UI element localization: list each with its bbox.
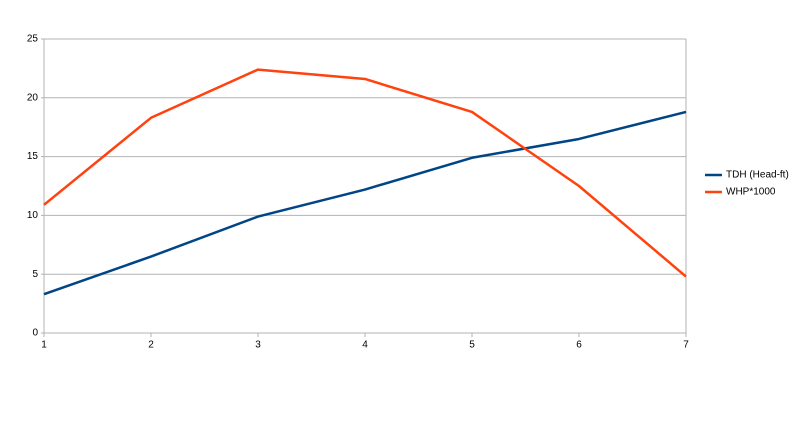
x-tick-label: 3 <box>255 340 261 351</box>
y-tick-label: 25 <box>27 34 39 45</box>
y-tick-label: 20 <box>27 92 39 103</box>
x-tick-label: 2 <box>148 340 154 351</box>
y-tick-label: 5 <box>32 269 38 280</box>
legend-label: TDH (Head-ft) <box>726 170 789 181</box>
x-tick-label: 5 <box>469 340 475 351</box>
x-tick-label: 1 <box>41 340 47 351</box>
y-tick-label: 15 <box>27 151 39 162</box>
legend-label: WHP*1000 <box>726 187 776 198</box>
x-tick-label: 7 <box>683 340 689 351</box>
series-line <box>43 110 687 296</box>
x-tick-label: 4 <box>362 340 368 351</box>
y-tick-label: 0 <box>32 328 38 339</box>
x-tick-label: 6 <box>576 340 582 351</box>
series-line <box>43 68 687 278</box>
y-tick-label: 10 <box>27 210 39 221</box>
